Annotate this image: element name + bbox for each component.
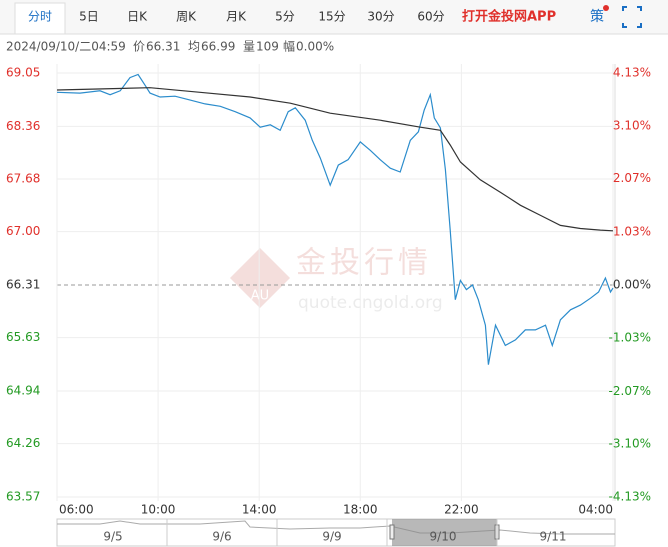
- x-tick-label: 10:00: [141, 503, 176, 517]
- tab[interactable]: 分时: [28, 10, 52, 24]
- watermark-cn: 金投行情: [296, 246, 432, 281]
- watermark: AU 金投行情 quote.cngold.org: [230, 246, 443, 313]
- navigator-window[interactable]: [392, 519, 497, 546]
- y-tick-label: 63.57: [6, 490, 40, 504]
- series-line: [56, 73, 614, 365]
- tab[interactable]: 30分: [367, 10, 394, 24]
- y-tick-label: 64.26: [6, 436, 40, 450]
- y2-tick-label: 4.13%: [613, 66, 651, 80]
- y-tick-label: 67.00: [6, 224, 40, 238]
- y-tick-label: 68.36: [6, 119, 40, 133]
- navigator-label: 9/10: [430, 530, 457, 544]
- watermark-logo: AU: [251, 289, 269, 304]
- y2-tick-label: 3.10%: [613, 118, 651, 132]
- x-tick-label: 18:00: [343, 503, 378, 517]
- tab[interactable]: 60分: [417, 10, 444, 24]
- active-tab: [14, 2, 66, 35]
- navigator-label: 9/5: [103, 530, 122, 544]
- x-tick-label: 22:00: [444, 503, 479, 517]
- y2-tick-label: 0.00%: [613, 278, 651, 292]
- info-item: 66.99: [201, 40, 235, 54]
- y2-tick-label: -1.03%: [609, 330, 651, 344]
- x-tick-label: 04:00: [578, 503, 613, 517]
- y-tick-label: 67.68: [6, 172, 40, 186]
- x-tick-label: 14:00: [242, 503, 277, 517]
- tab[interactable]: 5分: [275, 10, 295, 24]
- navigator-handle[interactable]: [389, 524, 395, 540]
- x-tick-label: 06:00: [59, 503, 94, 517]
- info-item: 价: [133, 40, 145, 54]
- info-item: 0.00%: [296, 40, 334, 54]
- y-tick-label: 66.31: [6, 278, 40, 292]
- y2-tick-label: -4.13%: [609, 490, 651, 504]
- y2-tick-label: -3.10%: [609, 437, 651, 451]
- tab[interactable]: 15分: [318, 10, 345, 24]
- series-line: [56, 87, 614, 232]
- y2-tick-label: 2.07%: [613, 171, 651, 185]
- app-link[interactable]: 打开金投网APP: [462, 9, 556, 25]
- y-tick-label: 69.05: [6, 66, 40, 80]
- y2-tick-label: -2.07%: [609, 384, 651, 398]
- info-item: 量: [243, 40, 255, 54]
- tab[interactable]: 日K: [127, 10, 148, 24]
- y-tick-label: 65.63: [6, 330, 40, 344]
- y-tick-label: 64.94: [6, 384, 40, 398]
- y2-tick-label: 1.03%: [613, 225, 651, 239]
- tab[interactable]: 月K: [226, 10, 247, 24]
- info-item: 幅: [283, 39, 295, 54]
- notification-dot: [603, 5, 609, 11]
- info-item: 66.31: [146, 40, 180, 54]
- info-item: 2024/09/10/二04:59: [6, 40, 126, 54]
- navigator-label: 9/11: [540, 530, 567, 544]
- info-item: 109: [256, 40, 279, 54]
- watermark-logo-shape: [230, 248, 290, 308]
- tab[interactable]: 周K: [176, 10, 197, 24]
- navigator-label: 9/9: [322, 530, 341, 544]
- info-item: 均: [188, 40, 200, 54]
- tab-bar: [0, 0, 668, 34]
- fullscreen-icon[interactable]: [622, 6, 642, 28]
- watermark-url: quote.cngold.org: [298, 293, 443, 313]
- strategy-button[interactable]: 策: [590, 8, 604, 25]
- tab[interactable]: 5日: [79, 10, 99, 24]
- navigator-line: [57, 520, 615, 535]
- navigator-label: 9/6: [212, 530, 231, 544]
